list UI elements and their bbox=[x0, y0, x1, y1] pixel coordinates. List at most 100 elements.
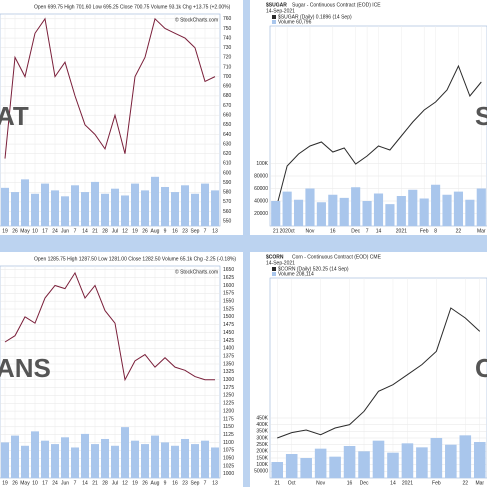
y-tick-label: 1350 bbox=[223, 361, 234, 367]
y-tick-label: 570 bbox=[223, 199, 232, 205]
x-tick-label: 16 bbox=[172, 480, 178, 486]
y-tick-label: 1475 bbox=[223, 322, 234, 328]
volume-bar bbox=[101, 193, 109, 226]
volume-bar bbox=[401, 443, 414, 478]
volume-bar bbox=[21, 179, 29, 226]
x-tick-label: 9 bbox=[164, 480, 167, 486]
volume-bar bbox=[61, 437, 69, 478]
price-line bbox=[275, 64, 482, 211]
x-tick-label: Jun bbox=[61, 480, 69, 486]
volume-bar bbox=[473, 442, 486, 478]
x-tick-label: 14 bbox=[376, 228, 382, 234]
volume-bar bbox=[11, 192, 19, 226]
y-tick-label: 1625 bbox=[223, 275, 234, 281]
volume-bar bbox=[271, 462, 284, 478]
x-tick-label: 14 bbox=[390, 480, 396, 486]
x-tick-label: 16 bbox=[330, 228, 336, 234]
volume-bar bbox=[430, 438, 443, 478]
volume-bar bbox=[305, 188, 315, 226]
y-tick-label: 580 bbox=[223, 190, 232, 196]
volume-bar bbox=[343, 446, 356, 478]
volume-bar bbox=[171, 445, 179, 478]
legend-swatch bbox=[272, 272, 276, 276]
volume-bar bbox=[358, 451, 370, 478]
legend-label: Volume 208,114 bbox=[278, 271, 314, 277]
volume-bar bbox=[442, 194, 452, 226]
volume-bar bbox=[373, 193, 384, 226]
x-tick-label: Dec bbox=[360, 480, 369, 486]
x-tick-label: 14 bbox=[82, 228, 88, 234]
x-tick-label: 16 bbox=[347, 480, 353, 486]
header: Open 699.75 High 701.60 Low 695.25 Close… bbox=[34, 4, 231, 10]
x-tick-label: 28 bbox=[102, 480, 108, 486]
subtitle: Sugar - Continuous Contract (EOD) ICE bbox=[292, 2, 381, 8]
y-tick-label: 1050 bbox=[223, 456, 234, 462]
x-tick-label: 14 bbox=[82, 480, 88, 486]
y2-tick-label: 350K bbox=[256, 429, 268, 435]
volume-bar bbox=[329, 456, 341, 478]
big: C bbox=[475, 353, 487, 383]
y-tick-label: 670 bbox=[223, 103, 232, 109]
x-tick-label: Aug bbox=[151, 480, 160, 486]
volume-bar bbox=[431, 184, 441, 226]
x-tick-label: 22 bbox=[463, 480, 469, 486]
x-tick-label: Feb bbox=[420, 228, 429, 234]
y-tick-label: 1375 bbox=[223, 353, 234, 359]
watermark: © StockCharts.com bbox=[175, 16, 218, 23]
volume-bar bbox=[121, 195, 129, 226]
volume-bar bbox=[465, 199, 475, 226]
volume-bar bbox=[201, 183, 209, 226]
volume-bar bbox=[171, 192, 179, 226]
y2-tick-label: 20000 bbox=[254, 211, 268, 217]
date: 14-Sep-2021 bbox=[266, 260, 295, 266]
x-tick-label: 7 bbox=[204, 228, 207, 234]
x-tick-label: 26 bbox=[142, 480, 148, 486]
y-tick-label: 710 bbox=[223, 64, 232, 70]
volume-bar bbox=[271, 201, 281, 226]
volume-bar bbox=[314, 448, 327, 478]
volume-bar bbox=[51, 190, 59, 226]
volume-bar bbox=[1, 187, 9, 226]
plot-frame bbox=[0, 13, 221, 227]
volume-bar bbox=[61, 196, 69, 226]
x-tick-label: Jul bbox=[112, 480, 118, 486]
y2-tick-label: 400K bbox=[256, 422, 268, 428]
legend-swatch bbox=[272, 267, 276, 271]
x-tick-label: Sep bbox=[191, 228, 200, 234]
legend-label: $CORN (Daily) 520.25 (14 Sep) bbox=[278, 266, 349, 272]
y-tick-label: 1075 bbox=[223, 448, 234, 454]
x-tick-label: 24 bbox=[52, 480, 58, 486]
x-tick-label: 21 bbox=[274, 480, 280, 486]
x-tick-label: 10 bbox=[32, 228, 38, 234]
y-tick-label: 690 bbox=[223, 84, 232, 90]
volume-bar bbox=[387, 452, 399, 478]
volume-bar bbox=[101, 438, 109, 478]
volume-bar bbox=[111, 188, 119, 226]
x-tick-label: 10 bbox=[32, 480, 38, 486]
volume-bar bbox=[131, 183, 139, 226]
x-tick-label: May bbox=[20, 228, 30, 234]
volume-bar bbox=[396, 196, 406, 226]
y-tick-label: 650 bbox=[223, 122, 232, 128]
y2-tick-label: 250K bbox=[256, 442, 268, 448]
price-line bbox=[4, 271, 215, 382]
y-tick-label: 750 bbox=[223, 26, 232, 32]
x-tick-label: Dec bbox=[351, 228, 360, 234]
x-tick-label: 19 bbox=[132, 228, 138, 234]
y-tick-label: 600 bbox=[223, 170, 232, 176]
volume-bar bbox=[31, 431, 39, 478]
volume-bar bbox=[91, 181, 99, 226]
x-tick-label: 19 bbox=[2, 480, 8, 486]
y2-tick-label: 50000 bbox=[254, 469, 268, 475]
x-tick-label: 28 bbox=[102, 228, 108, 234]
volume-bar bbox=[211, 190, 219, 226]
y-tick-label: 1200 bbox=[223, 408, 234, 414]
volume-bar bbox=[339, 197, 349, 226]
x-tick-label: Mar bbox=[475, 480, 484, 486]
x-tick-label: 19 bbox=[132, 480, 138, 486]
header: Open 1285.75 High 1287.50 Low 1281.00 Cl… bbox=[34, 256, 236, 262]
volume-bar bbox=[419, 198, 429, 226]
y2-tick-label: 450K bbox=[256, 415, 268, 421]
x-tick-label: 7 bbox=[204, 480, 207, 486]
volume-bar bbox=[71, 447, 79, 478]
